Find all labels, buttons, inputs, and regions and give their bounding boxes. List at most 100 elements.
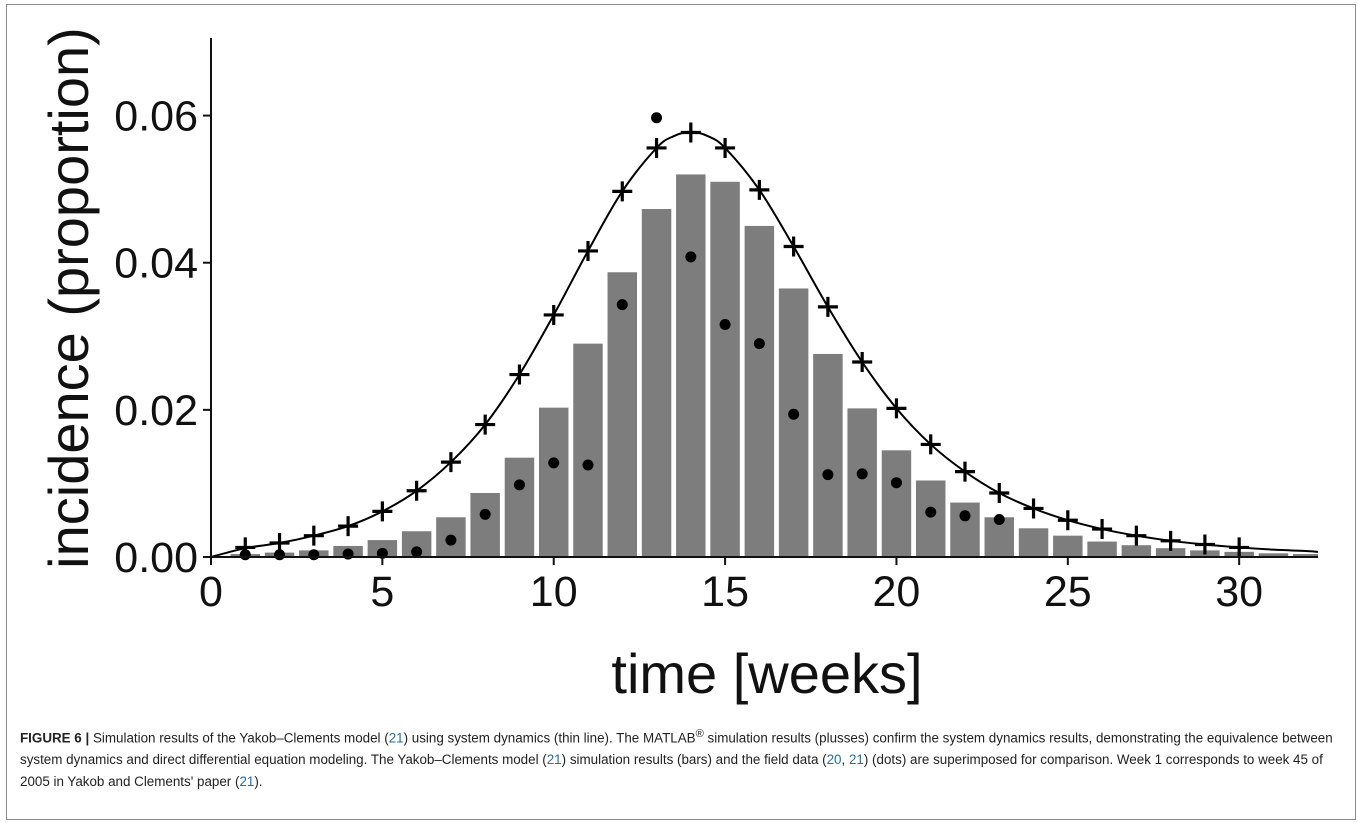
matlab-plus-week-6 xyxy=(406,480,427,501)
field-data-dot-week-20 xyxy=(890,477,902,489)
bar-week-24 xyxy=(1018,528,1049,557)
bar-week-13 xyxy=(641,209,672,557)
matlab-plus-week-15 xyxy=(715,137,736,158)
bar-week-28 xyxy=(1155,548,1186,557)
field-data-dot-week-21 xyxy=(925,506,937,518)
x-tick-label: 25 xyxy=(1044,568,1092,616)
matlab-plus-week-18 xyxy=(817,296,838,317)
matlab-plus-week-4 xyxy=(338,516,359,537)
field-data-dot-week-22 xyxy=(959,510,971,522)
matlab-plus-week-7 xyxy=(440,452,461,473)
figure-caption: FIGURE 6 | Simulation results of the Yak… xyxy=(20,723,1342,793)
matlab-plus-week-10 xyxy=(543,304,564,325)
incidence-chart: 0 5 10 15 20 25 30 0.00 0.02 0.04 0.06 time [weeks… xyxy=(37,27,1319,705)
field-data-dot-week-11 xyxy=(582,459,594,471)
matlab-plus-week-13 xyxy=(646,137,667,158)
figure-frame xyxy=(6,4,1356,820)
matlab-plus-week-20 xyxy=(886,398,907,419)
y-tick-label: 0.02 xyxy=(114,387,198,435)
matlab-plus-week-17 xyxy=(783,236,804,257)
field-data-dot-week-9 xyxy=(513,479,525,491)
bars-layer xyxy=(230,174,1318,558)
x-tick-label: 10 xyxy=(530,568,578,616)
matlab-plus-week-8 xyxy=(475,414,496,435)
matlab-plus-week-14 xyxy=(680,122,701,143)
bar-week-11 xyxy=(573,343,603,557)
matlab-plus-week-27 xyxy=(1126,525,1147,546)
bar-week-26 xyxy=(1087,541,1117,557)
bar-week-32 xyxy=(1292,554,1318,557)
bar-week-27 xyxy=(1121,545,1152,557)
bar-week-31 xyxy=(1258,553,1289,557)
matlab-plus-week-3 xyxy=(303,525,324,546)
caption-text: ® xyxy=(695,728,704,740)
field-data-dot-week-16 xyxy=(753,338,765,350)
field-data-dot-week-18 xyxy=(822,469,834,481)
matlab-plus-week-11 xyxy=(577,240,598,261)
caption-reference-link[interactable]: 21 xyxy=(546,752,562,768)
field-data-dot-week-3 xyxy=(308,549,320,561)
field-data-dot-week-14 xyxy=(685,251,697,263)
matlab-plus-week-23 xyxy=(989,482,1010,503)
matlab-plus-week-22 xyxy=(954,461,975,482)
field-data-dot-week-23 xyxy=(993,513,1005,525)
caption-text: , xyxy=(841,752,849,768)
caption-reference-link[interactable]: 20 xyxy=(826,752,842,768)
matlab-plus-week-2 xyxy=(269,533,290,554)
caption-text: ) using system dynamics (thin line). The… xyxy=(403,730,696,746)
matlab-plus-week-30 xyxy=(1229,537,1250,558)
caption-text: ) simulation results (bars) and the fiel… xyxy=(561,752,827,768)
field-data-dot-week-17 xyxy=(788,408,800,420)
caption-reference-link[interactable]: 21 xyxy=(388,730,404,746)
x-tick-label: 30 xyxy=(1215,568,1263,616)
y-tick-label: 0.04 xyxy=(114,240,198,288)
bar-week-25 xyxy=(1053,535,1083,557)
matlab-plus-week-29 xyxy=(1194,534,1215,555)
field-data-dot-week-8 xyxy=(479,508,491,520)
matlab-plus-week-26 xyxy=(1092,519,1113,540)
field-data-dot-week-10 xyxy=(548,457,560,469)
field-data-dot-week-12 xyxy=(616,299,628,311)
matlab-plus-week-9 xyxy=(509,364,530,385)
matlab-plus-week-21 xyxy=(920,434,941,455)
matlab-plus-week-12 xyxy=(612,181,633,202)
bar-week-9 xyxy=(504,457,535,557)
caption-text: simulation results (plusses) confirm the… xyxy=(20,730,1333,768)
bar-week-21 xyxy=(915,480,946,557)
bar-week-18 xyxy=(813,353,843,557)
field-data-dot-week-19 xyxy=(856,468,868,480)
bar-week-15 xyxy=(710,181,740,558)
bar-week-16 xyxy=(744,225,775,557)
x-axis-title: time [weeks] xyxy=(611,642,922,705)
bar-week-10 xyxy=(538,407,569,557)
field-data-dot-week-13 xyxy=(651,112,663,124)
bar-week-12 xyxy=(607,272,638,557)
axes-layer: 0 5 10 15 20 25 30 0.00 0.02 0.04 0.06 xyxy=(114,38,1318,616)
matlab-plus-week-5 xyxy=(372,501,393,522)
caption-reference-link[interactable]: 21 xyxy=(848,752,864,768)
bar-week-19 xyxy=(847,408,877,557)
matlab-plus-week-24 xyxy=(1023,498,1044,519)
matlab-plus-week-25 xyxy=(1057,510,1078,531)
plus-layer xyxy=(235,122,1250,558)
caption-reference-link[interactable]: 21 xyxy=(239,774,255,790)
field-data-dot-week-7 xyxy=(445,534,457,546)
x-tick-label: 15 xyxy=(701,568,749,616)
field-data-dot-week-6 xyxy=(411,546,423,558)
y-tick-label: 0.06 xyxy=(114,93,198,141)
x-tick-label: 0 xyxy=(199,568,223,616)
bar-week-14 xyxy=(676,174,706,557)
x-tick-label: 20 xyxy=(873,568,921,616)
caption-text: ) (dots) are superimposed for comparison… xyxy=(20,752,1323,790)
matlab-plus-week-16 xyxy=(749,179,770,200)
matlab-plus-week-1 xyxy=(235,537,256,558)
bar-week-8 xyxy=(470,492,500,557)
matlab-plus-week-19 xyxy=(852,352,873,373)
y-tick-label: 0.00 xyxy=(114,534,198,582)
field-data-dot-week-15 xyxy=(719,319,731,331)
y-axis-title: incidence (proportion) xyxy=(37,27,100,569)
x-tick-label: 5 xyxy=(370,568,394,616)
caption-text: Simulation results of the Yakob–Clements… xyxy=(89,730,389,746)
bar-week-20 xyxy=(881,450,912,557)
